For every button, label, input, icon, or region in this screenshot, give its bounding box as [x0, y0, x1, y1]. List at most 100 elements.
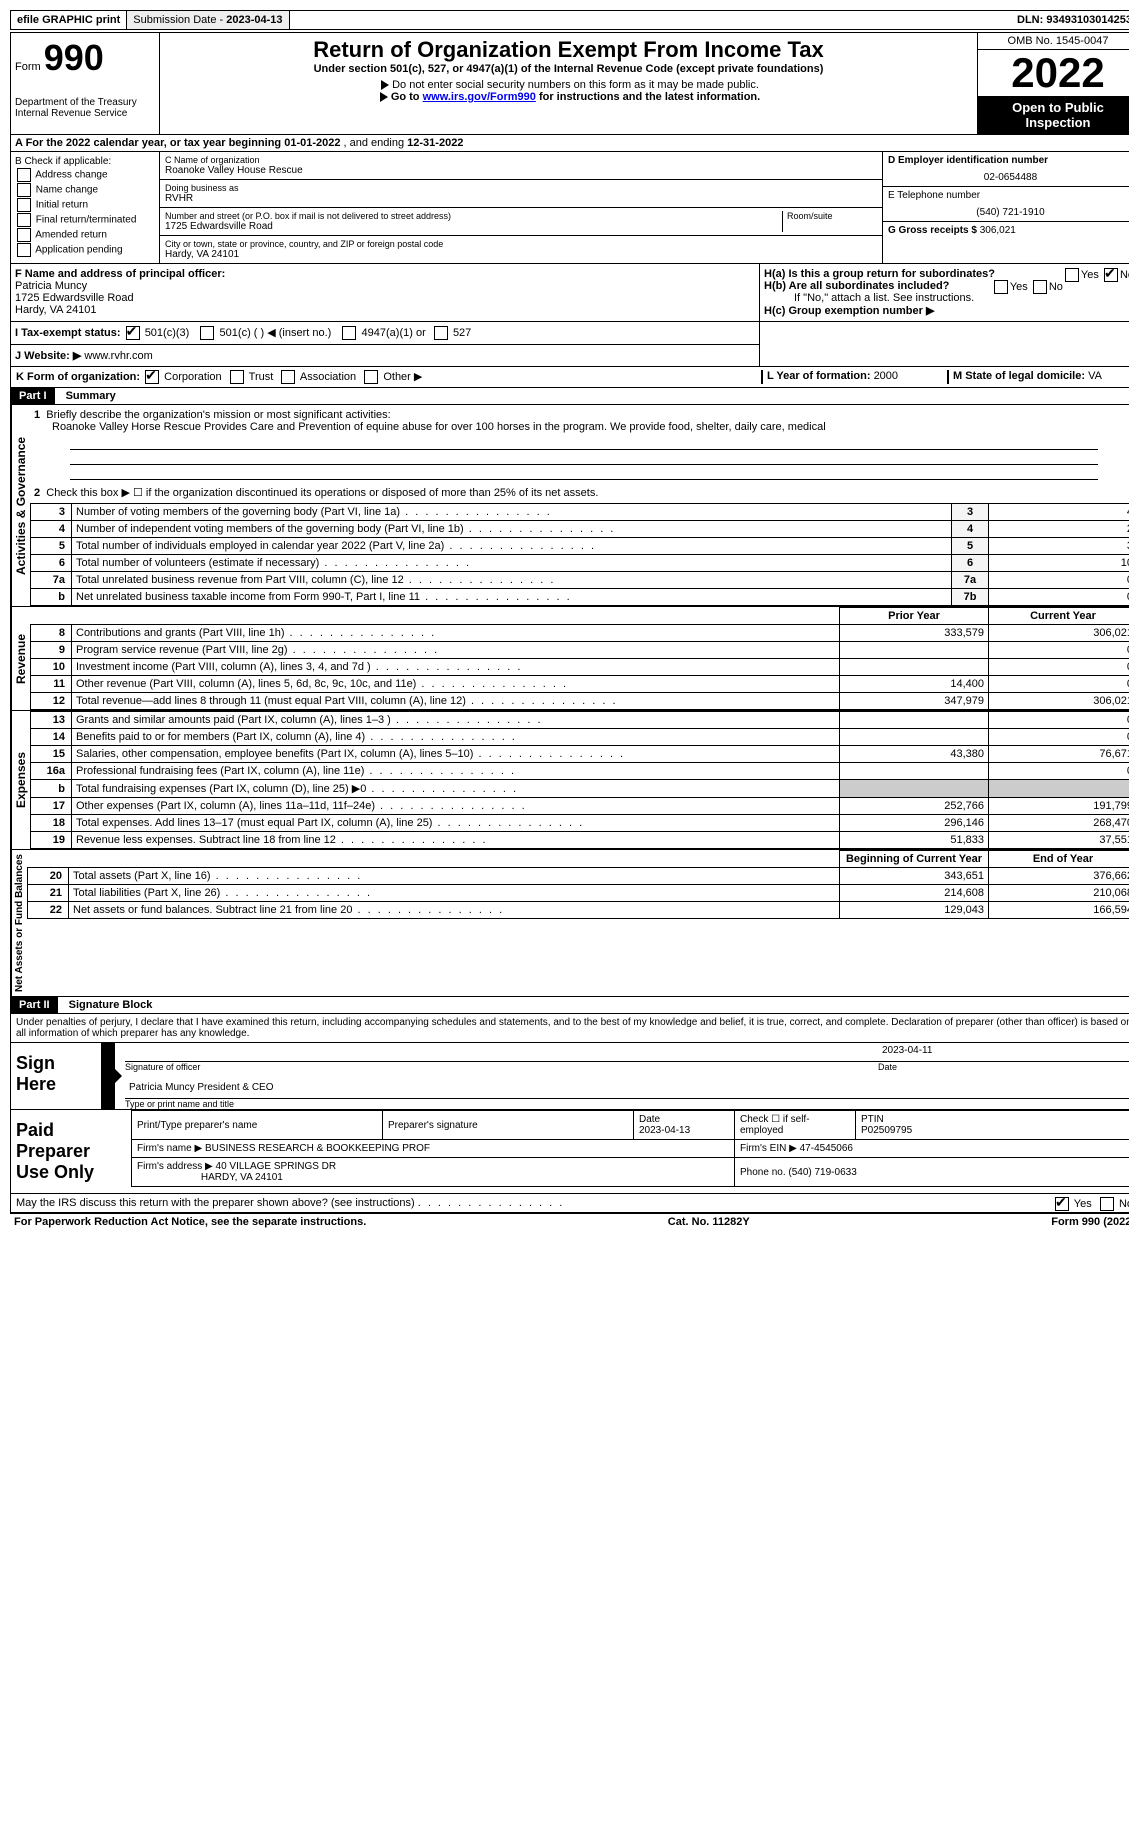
table-row: 22Net assets or fund balances. Subtract … — [28, 902, 1129, 919]
check-application-pending[interactable]: Application pending — [15, 243, 155, 257]
part1-header-row: Part I Summary — [10, 388, 1129, 405]
preparer-table: Print/Type preparer's name Preparer's si… — [131, 1110, 1129, 1187]
tax-year: 2022 — [978, 50, 1129, 96]
row-a-calendar-year: A For the 2022 calendar year, or tax yea… — [10, 135, 1129, 152]
l-label: L Year of formation: — [767, 370, 874, 382]
check-self-employed[interactable]: Check ☐ if self-employed — [735, 1111, 856, 1140]
check-address-change[interactable]: Address change — [15, 168, 155, 182]
table-row: 14Benefits paid to or for members (Part … — [31, 729, 1129, 746]
check-trust[interactable] — [230, 370, 244, 384]
check-association[interactable] — [281, 370, 295, 384]
col-c-org-info: C Name of organization Roanoke Valley Ho… — [160, 152, 882, 263]
hb-yes-check[interactable] — [994, 280, 1008, 294]
section-i-j: I Tax-exempt status: 501(c)(3) 501(c) ( … — [10, 322, 1129, 367]
firm-name: BUSINESS RESEARCH & BOOKKEEPING PROF — [205, 1143, 430, 1154]
header-center: Return of Organization Exempt From Incom… — [160, 33, 977, 134]
footer-left: For Paperwork Reduction Act Notice, see … — [14, 1216, 366, 1228]
sign-here-block: Sign Here Signature of officer 2023-04-1… — [10, 1043, 1129, 1110]
part1-badge: Part I — [11, 388, 55, 404]
submission-cell: Submission Date - 2023-04-13 — [127, 11, 289, 29]
revenue-label: Revenue — [11, 607, 30, 710]
table-row: 16aProfessional fundraising fees (Part I… — [31, 763, 1129, 780]
check-final-return[interactable]: Final return/terminated — [15, 213, 155, 227]
discuss-no-check[interactable] — [1100, 1197, 1114, 1211]
hb-note: If "No," attach a list. See instructions… — [764, 292, 1129, 304]
table-row: 6Total number of volunteers (estimate if… — [31, 555, 1129, 572]
discuss-row: May the IRS discuss this return with the… — [10, 1194, 1129, 1213]
discuss-yes-check[interactable] — [1055, 1197, 1069, 1211]
table-row: 20Total assets (Part X, line 16)343,6513… — [28, 868, 1129, 885]
org-name-label: C Name of organization — [165, 155, 877, 165]
org-name: Roanoke Valley House Rescue — [165, 165, 877, 176]
netassets-label: Net Assets or Fund Balances — [11, 850, 27, 996]
firm-addr1: 40 VILLAGE SPRINGS DR — [216, 1161, 337, 1172]
part2-badge: Part II — [11, 997, 58, 1013]
check-initial-return[interactable]: Initial return — [15, 198, 155, 212]
ha-yes-check[interactable] — [1065, 268, 1079, 282]
section-f-h: F Name and address of principal officer:… — [10, 264, 1129, 322]
part2-title: Signature Block — [61, 999, 153, 1011]
m-label: M State of legal domicile: — [953, 370, 1088, 382]
irs-link[interactable]: www.irs.gov/Form990 — [423, 91, 536, 103]
check-corporation[interactable] — [145, 370, 159, 384]
col-b-title: B Check if applicable: — [15, 156, 155, 167]
row-f-officer: F Name and address of principal officer:… — [11, 264, 760, 321]
efile-label: efile GRAPHIC print — [11, 11, 127, 29]
check-4947[interactable] — [342, 326, 356, 340]
ha-no-check[interactable] — [1104, 268, 1118, 282]
firm-name-label: Firm's name ▶ — [137, 1143, 202, 1154]
col-d-ein-phone: D Employer identification number 02-0654… — [882, 152, 1129, 263]
revenue-section: Revenue Prior YearCurrent Year8Contribut… — [10, 607, 1129, 711]
sign-here-label: Sign Here — [11, 1043, 101, 1109]
check-501c[interactable] — [200, 326, 214, 340]
table-row: 4Number of independent voting members of… — [31, 521, 1129, 538]
street-label: Number and street (or P.O. box if mail i… — [165, 211, 782, 221]
check-name-change[interactable]: Name change — [15, 183, 155, 197]
city-value: Hardy, VA 24101 — [165, 249, 877, 260]
table-row: bNet unrelated business taxable income f… — [31, 589, 1129, 606]
paid-preparer-label: Paid Preparer Use Only — [11, 1110, 131, 1193]
firm-ein: 47-4545066 — [800, 1143, 853, 1154]
irs-label: Internal Revenue Service — [15, 108, 155, 119]
ein-label: D Employer identification number — [888, 155, 1129, 166]
table-row: bTotal fundraising expenses (Part IX, co… — [31, 780, 1129, 798]
hc-label: H(c) Group exemption number ▶ — [764, 305, 934, 317]
ptin-value: P02509795 — [861, 1125, 912, 1136]
omb-number: OMB No. 1545-0047 — [978, 33, 1129, 50]
governance-label: Activities & Governance — [11, 405, 30, 606]
form-subtitle: Under section 501(c), 527, or 4947(a)(1)… — [164, 63, 973, 75]
arrow-icon — [380, 92, 388, 102]
table-row: 18Total expenses. Add lines 13–17 (must … — [31, 815, 1129, 832]
form-header: Form 990 Department of the Treasury Inte… — [10, 32, 1129, 135]
check-other[interactable] — [364, 370, 378, 384]
table-row: 8Contributions and grants (Part VIII, li… — [31, 625, 1129, 642]
hb-no-check[interactable] — [1033, 280, 1047, 294]
col-b-checkboxes: B Check if applicable: Address change Na… — [11, 152, 160, 263]
governance-table: 3Number of voting members of the governi… — [30, 503, 1129, 606]
paid-preparer-block: Paid Preparer Use Only Print/Type prepar… — [10, 1110, 1129, 1194]
table-row: 15Salaries, other compensation, employee… — [31, 746, 1129, 763]
phone-label: E Telephone number — [888, 190, 1129, 201]
dba-value: RVHR — [165, 193, 877, 204]
check-501c3[interactable] — [126, 326, 140, 340]
sig-officer-line[interactable] — [125, 1043, 878, 1062]
table-row: 7aTotal unrelated business revenue from … — [31, 572, 1129, 589]
line1-label: Briefly describe the organization's miss… — [46, 409, 390, 421]
m-value: VA — [1088, 370, 1102, 382]
footer-right: Form 990 (2022) — [1051, 1216, 1129, 1228]
row-h-group: H(a) Is this a group return for subordin… — [760, 264, 1129, 321]
check-527[interactable] — [434, 326, 448, 340]
table-row: 3Number of voting members of the governi… — [31, 504, 1129, 521]
part2-header-row: Part II Signature Block — [10, 997, 1129, 1014]
arrow-icon — [381, 80, 389, 90]
prep-date: 2023-04-13 — [639, 1125, 690, 1136]
gross-label: G Gross receipts $ — [888, 225, 980, 236]
check-amended[interactable]: Amended return — [15, 228, 155, 242]
mission-blank-lines — [30, 433, 1129, 482]
table-row: 12Total revenue—add lines 8 through 11 (… — [31, 693, 1129, 710]
form-word: Form — [15, 61, 41, 73]
row-i-tax-status: I Tax-exempt status: 501(c)(3) 501(c) ( … — [11, 322, 759, 345]
expenses-label: Expenses — [11, 711, 30, 849]
ha-label: H(a) Is this a group return for subordin… — [764, 268, 995, 280]
ein-value: 02-0654488 — [888, 166, 1129, 183]
